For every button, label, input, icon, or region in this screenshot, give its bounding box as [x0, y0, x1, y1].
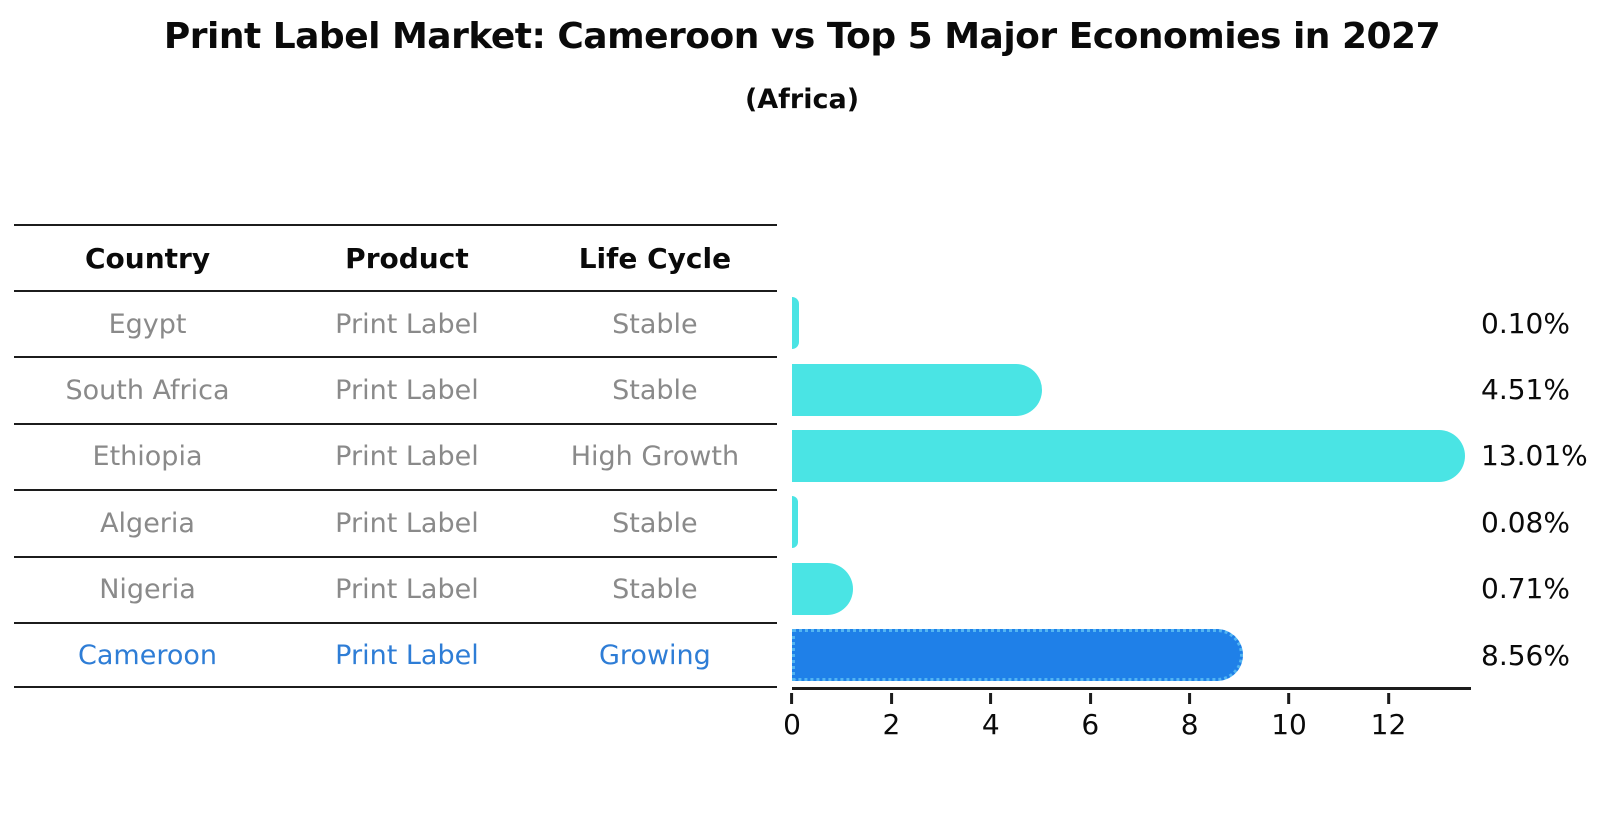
value-label-south-africa: 4.51%: [1481, 373, 1570, 407]
bar-ethiopia: [792, 429, 1465, 482]
cell-life-cycle: Stable: [612, 507, 698, 539]
bar-plot: [792, 290, 1471, 690]
header-life-cycle: Life Cycle: [578, 241, 732, 275]
bar-south-africa: [792, 363, 1042, 416]
tick-label: 10: [1271, 708, 1307, 741]
cell-country: Cameroon: [78, 639, 217, 671]
value-label-algeria: 0.08%: [1481, 505, 1570, 539]
cell-product: Print Label: [335, 574, 479, 606]
table-row-algeria: Algeria Print Label Stable: [14, 489, 777, 555]
cell-product: Print Label: [335, 441, 479, 473]
bar-row-egypt: [792, 290, 1471, 356]
cell-life-cycle: Stable: [612, 574, 698, 606]
table-header-row: Country Product Life Cycle: [14, 224, 777, 290]
tick-mark: [1287, 693, 1291, 704]
value-label-ethiopia: 13.01%: [1481, 439, 1588, 473]
value-label-cameroon: 8.56%: [1481, 638, 1570, 672]
tick-mark: [889, 693, 893, 704]
cell-product: Print Label: [335, 308, 479, 340]
chart-subtitle: (Africa): [744, 84, 860, 115]
bar-row-south-africa: [792, 356, 1471, 422]
bar-nigeria: [792, 562, 853, 615]
tick-label: 6: [1081, 708, 1100, 741]
table-row-egypt: Egypt Print Label Stable: [14, 290, 777, 356]
cell-country: Nigeria: [99, 574, 196, 606]
table-row-cameroon: Cameroon Print Label Growing: [14, 621, 777, 689]
cell-country: Egypt: [108, 308, 187, 340]
bar-algeria: [792, 496, 798, 549]
table-row-ethiopia: Ethiopia Print Label High Growth: [14, 422, 777, 489]
tick-mark: [1088, 693, 1092, 704]
cell-life-cycle: High Growth: [570, 441, 740, 473]
bar-row-ethiopia: [792, 423, 1471, 489]
x-tick: 0: [783, 693, 801, 741]
header-product: Product: [345, 241, 469, 275]
x-axis: 0 2 4 6 8 10 12: [783, 693, 1471, 753]
value-label-column: 0.10% 4.51% 13.01% 0.08% 0.71% 8.56%: [1481, 290, 1604, 688]
bar-egypt: [792, 297, 799, 350]
country-table: Country Product Life Cycle Egypt Print L…: [14, 224, 777, 689]
x-tick: 4: [982, 693, 1000, 741]
x-tick: 8: [1181, 693, 1199, 741]
x-tick: 2: [882, 693, 900, 741]
header-country: Country: [84, 241, 211, 275]
cell-country: Ethiopia: [92, 441, 203, 473]
tick-label: 8: [1180, 708, 1199, 741]
value-label-egypt: 0.10%: [1481, 306, 1570, 340]
tick-label: 2: [882, 708, 901, 741]
table-row-nigeria: Nigeria Print Label Stable: [14, 555, 777, 622]
bar-row-algeria: [792, 489, 1471, 555]
cell-life-cycle: Stable: [612, 375, 698, 407]
cell-life-cycle: Stable: [612, 308, 698, 340]
x-tick: 10: [1271, 693, 1307, 741]
cell-product: Print Label: [335, 639, 479, 671]
tick-mark: [1188, 693, 1192, 704]
tick-mark: [1386, 693, 1390, 704]
tick-label: 4: [981, 708, 1000, 741]
tick-label: 12: [1370, 708, 1407, 741]
bar-row-cameroon: [792, 622, 1471, 688]
cell-life-cycle: Growing: [599, 639, 711, 671]
cell-country: Algeria: [100, 507, 195, 539]
chart-title: Print Label Market: Cameroon vs Top 5 Ma…: [163, 16, 1441, 57]
cell-product: Print Label: [335, 375, 479, 407]
value-label-nigeria: 0.71%: [1481, 572, 1570, 606]
bar-cameroon: [792, 629, 1243, 682]
cell-country: South Africa: [65, 375, 230, 407]
x-tick: 6: [1081, 693, 1099, 741]
x-tick: 12: [1370, 693, 1407, 741]
tick-label: 0: [783, 708, 801, 741]
cell-product: Print Label: [335, 507, 479, 539]
bar-row-nigeria: [792, 556, 1471, 622]
tick-mark: [790, 693, 794, 704]
tick-mark: [989, 693, 993, 704]
table-row-south-africa: South Africa Print Label Stable: [14, 356, 777, 422]
